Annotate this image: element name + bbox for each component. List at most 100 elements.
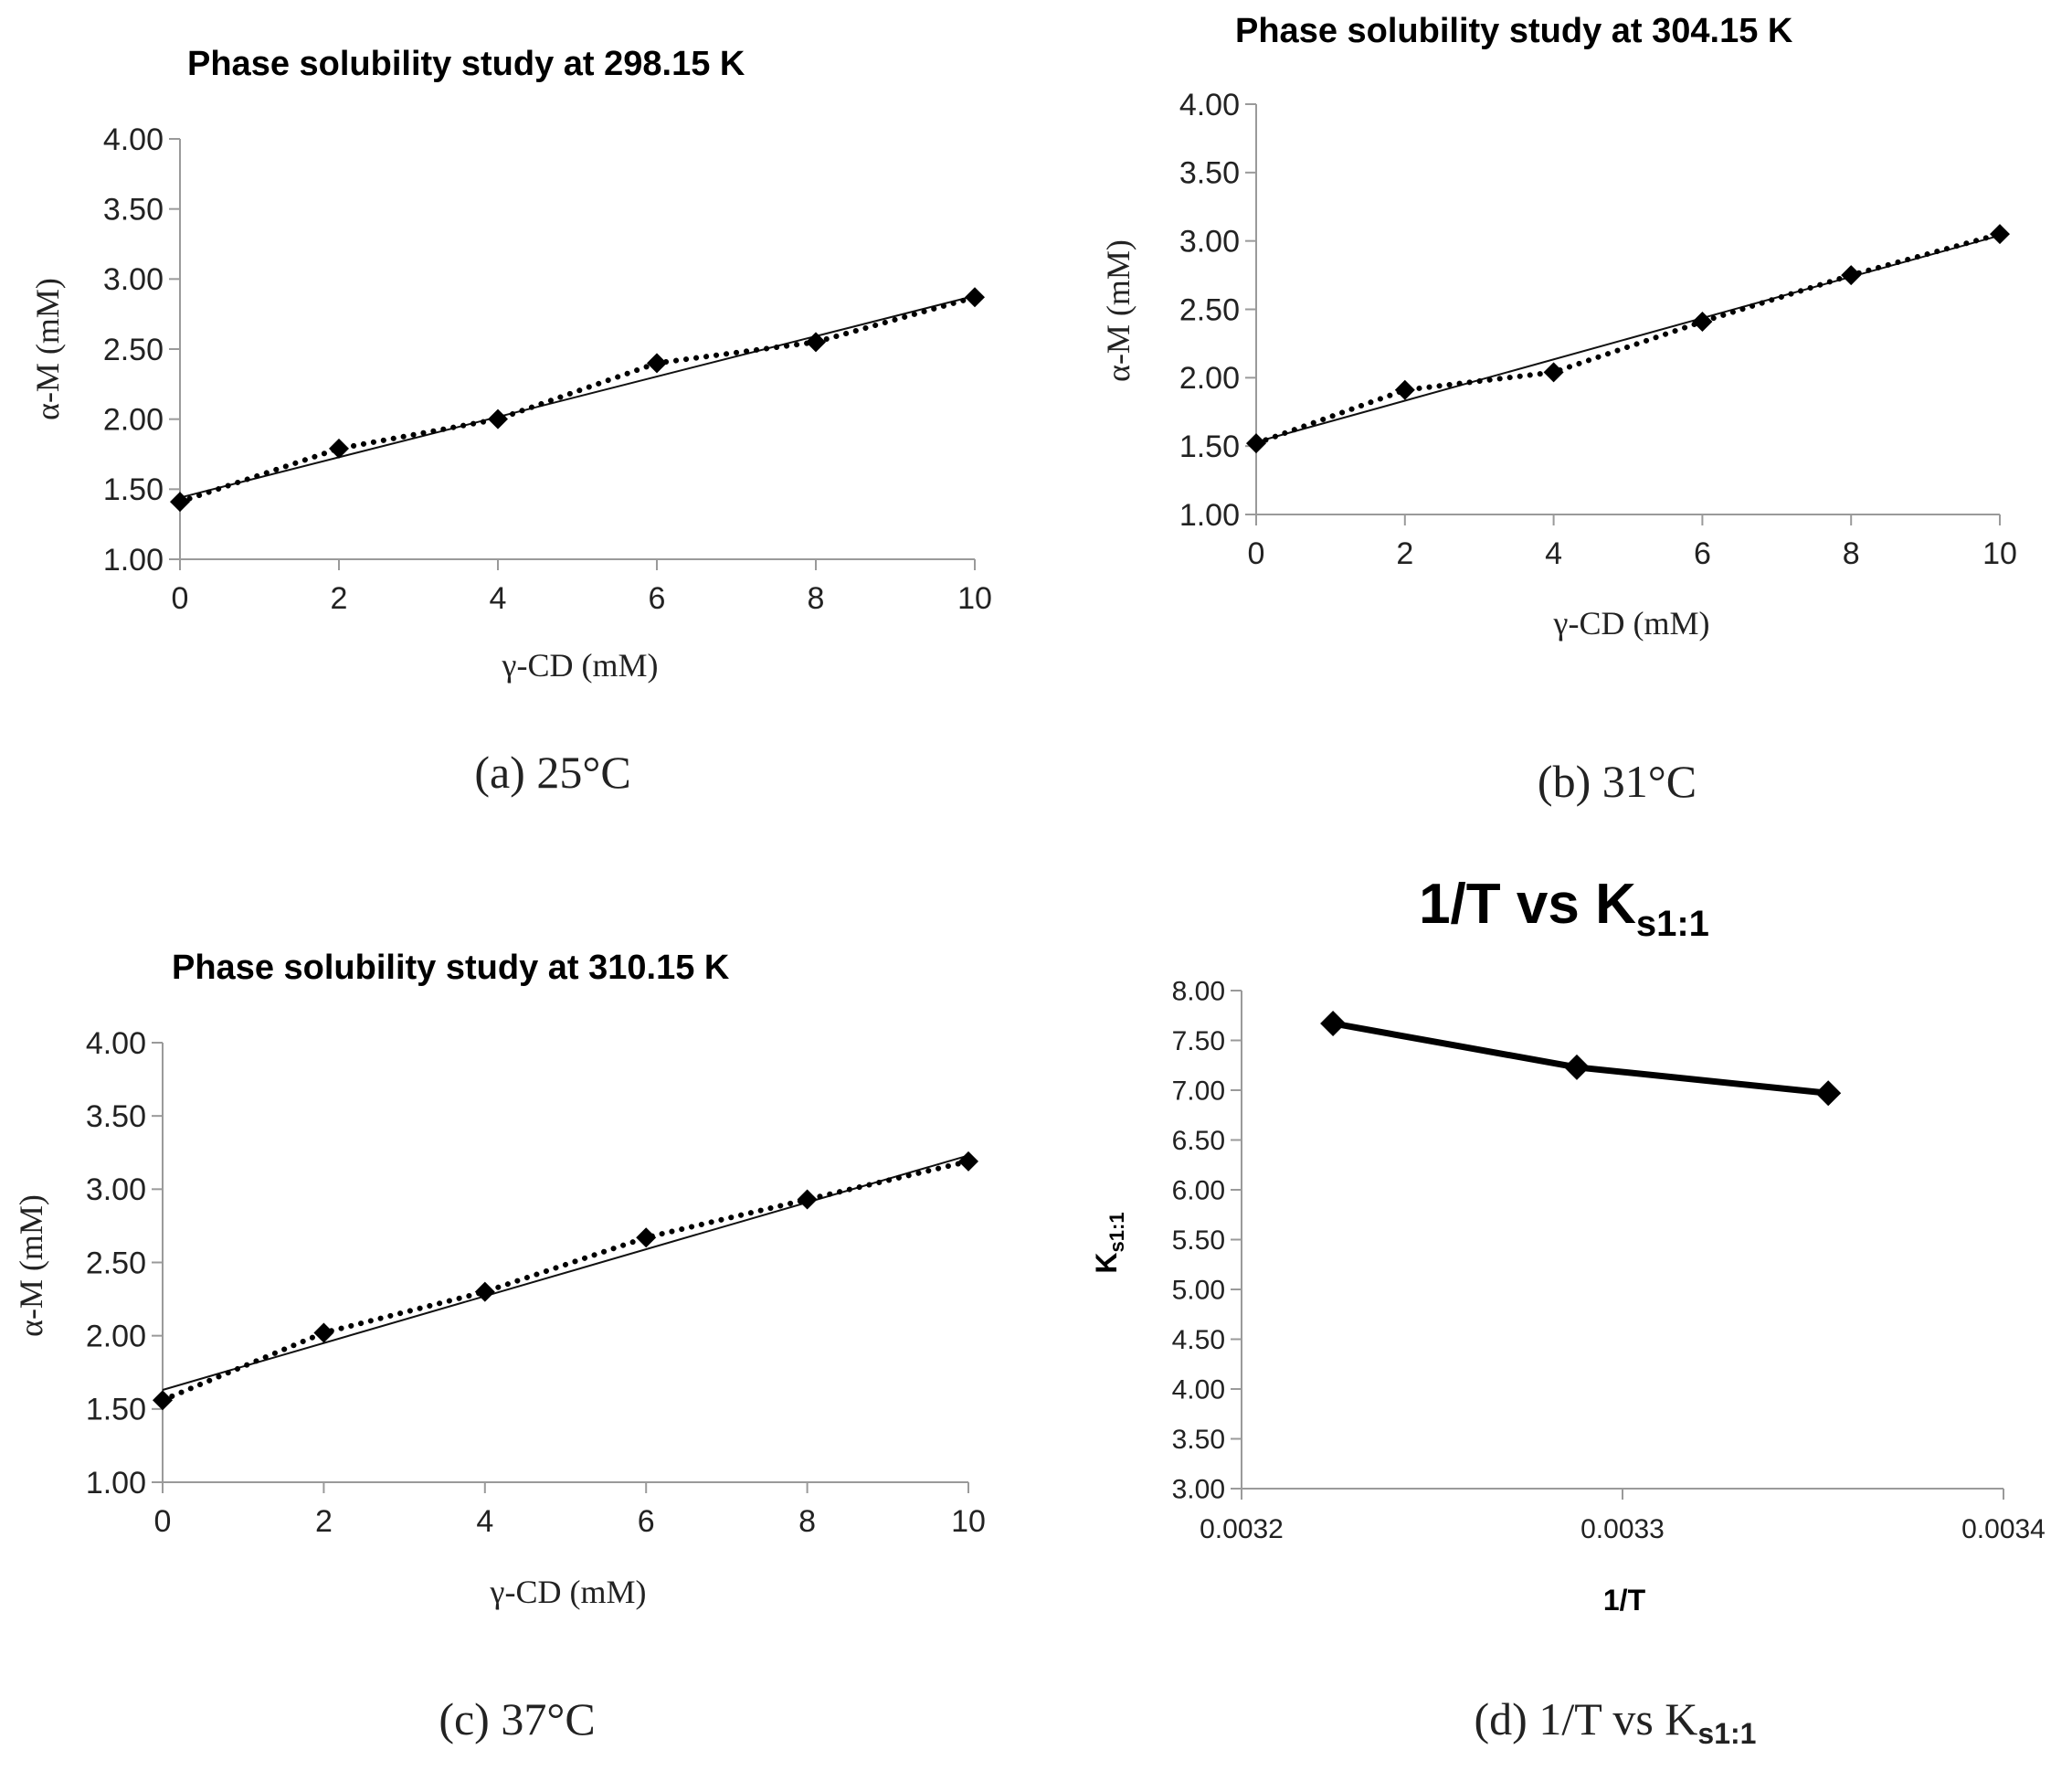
trendline bbox=[1255, 234, 2001, 443]
x-tick-label: 8 bbox=[1843, 536, 1860, 571]
y-tick-label: 1.00 bbox=[103, 543, 164, 578]
panel-d-chart: 1/T vs Ks1:1 3.003.504.004.505.005.506.0… bbox=[1090, 873, 2046, 1750]
data-point-marker bbox=[636, 1227, 657, 1248]
data-point-marker bbox=[965, 287, 985, 308]
data-point-marker bbox=[170, 492, 190, 513]
y-tick-label: 1.50 bbox=[86, 1393, 146, 1427]
x-tick-label: 0 bbox=[1248, 536, 1265, 571]
panel-c-title: Phase solubility study at 310.15 K bbox=[172, 949, 730, 987]
x-tick-label: 10 bbox=[957, 581, 992, 616]
data-series-line bbox=[177, 294, 978, 505]
data-point-marker bbox=[1990, 224, 2010, 245]
y-tick-label: 4.50 bbox=[1172, 1325, 1225, 1355]
x-tick-label: 4 bbox=[476, 1504, 493, 1539]
y-tick-label: 7.00 bbox=[1172, 1076, 1225, 1107]
panel-a-title: Phase solubility study at 298.15 K bbox=[187, 45, 745, 83]
data-point-marker bbox=[488, 408, 508, 429]
x-tick-label: 2 bbox=[315, 1504, 333, 1539]
y-tick-label: 6.50 bbox=[1172, 1126, 1225, 1156]
panel-b-chart: Phase solubility study at 304.15 K 1.00 1… bbox=[1100, 12, 2017, 807]
panel-d-title: 1/T vs Ks1:1 bbox=[1419, 873, 1709, 944]
panel-b-xlabel: γ-CD (mM) bbox=[1553, 605, 1710, 642]
panel-d-title-main: 1/T vs K bbox=[1419, 873, 1636, 936]
panel-b-caption: (b) 31°C bbox=[1538, 756, 1697, 807]
data-series-line bbox=[160, 1158, 971, 1404]
panel-c-chart: Phase solubility study at 310.15 K 1.00 1… bbox=[13, 949, 986, 1744]
data-point-marker bbox=[1394, 379, 1415, 400]
y-tick-label: 8.00 bbox=[1172, 977, 1225, 1007]
panel-a-chart: Phase solubility study at 298.15 K 1.00 1… bbox=[29, 45, 992, 798]
data-point-marker bbox=[474, 1281, 495, 1302]
x-tick-label: 4 bbox=[1545, 536, 1562, 571]
panel-d-caption: (d) 1/T vs Ks1:1 bbox=[1475, 1693, 1757, 1750]
x-tick-label: 6 bbox=[638, 1504, 655, 1539]
y-tick-label: 3.50 bbox=[86, 1099, 146, 1134]
y-tick-label: 1.50 bbox=[1179, 429, 1240, 464]
data-series-line bbox=[1253, 231, 2003, 447]
data-point-marker bbox=[806, 332, 826, 353]
panel-a-ylabel: α-M (mM) bbox=[29, 278, 66, 420]
panel-c-ylabel: α-M (mM) bbox=[13, 1194, 49, 1337]
x-tick-label: 0.0033 bbox=[1580, 1514, 1665, 1544]
data-point-marker bbox=[153, 1390, 173, 1411]
y-tick-label: 3.50 bbox=[1179, 156, 1240, 191]
panel-d-caption-main: (d) 1/T vs K bbox=[1475, 1693, 1698, 1744]
data-point-marker bbox=[1692, 311, 1713, 332]
y-tick-label: 2.50 bbox=[86, 1246, 146, 1280]
y-tick-label: 7.50 bbox=[1172, 1026, 1225, 1056]
panel-a-xlabel: γ-CD (mM) bbox=[502, 647, 659, 684]
y-tick-label: 1.50 bbox=[103, 472, 164, 507]
data-point-marker bbox=[958, 1151, 978, 1172]
panel-d-ylabel: Ks1:1 bbox=[1090, 1212, 1128, 1273]
y-tick-label: 2.50 bbox=[103, 333, 164, 367]
x-tick-label: 8 bbox=[808, 581, 825, 616]
y-tick-label: 2.50 bbox=[1179, 292, 1240, 327]
x-tick-label: 0.0034 bbox=[1961, 1514, 2046, 1544]
y-tick-label: 3.00 bbox=[103, 262, 164, 297]
data-point-marker bbox=[1841, 265, 1862, 286]
x-tick-label: 0 bbox=[154, 1504, 172, 1539]
panel-d-ylabel-main: K bbox=[1090, 1252, 1123, 1273]
data-point-marker bbox=[329, 438, 349, 459]
panel-a-caption: (a) 25°C bbox=[474, 747, 630, 798]
y-tick-label: 4.00 bbox=[1179, 88, 1240, 122]
y-tick-label: 4.00 bbox=[1172, 1375, 1225, 1405]
trendline bbox=[162, 1154, 969, 1391]
y-tick-label: 2.00 bbox=[86, 1320, 146, 1354]
x-tick-label: 4 bbox=[490, 581, 507, 616]
y-tick-label: 2.00 bbox=[1179, 361, 1240, 396]
x-tick-label: 0 bbox=[172, 581, 189, 616]
x-tick-label: 2 bbox=[331, 581, 348, 616]
data-point-marker bbox=[1815, 1080, 1842, 1107]
panel-b-title: Phase solubility study at 304.15 K bbox=[1235, 12, 1793, 50]
y-tick-label: 3.00 bbox=[1179, 225, 1240, 260]
panel-c-xlabel: γ-CD (mM) bbox=[490, 1574, 647, 1610]
data-point-marker bbox=[1563, 1054, 1590, 1080]
y-tick-label: 3.00 bbox=[86, 1172, 146, 1207]
x-tick-label: 8 bbox=[798, 1504, 816, 1539]
panel-d-caption-sub: s1:1 bbox=[1697, 1717, 1756, 1750]
y-tick-label: 5.50 bbox=[1172, 1225, 1225, 1256]
data-point-marker bbox=[1543, 362, 1564, 383]
x-tick-label: 0.0032 bbox=[1200, 1514, 1284, 1544]
x-tick-label: 2 bbox=[1396, 536, 1413, 571]
y-tick-label: 3.50 bbox=[103, 193, 164, 228]
panel-c-caption: (c) 37°C bbox=[439, 1693, 595, 1744]
y-tick-label: 3.50 bbox=[1172, 1425, 1225, 1455]
x-tick-label: 10 bbox=[1982, 536, 2017, 571]
y-tick-label: 4.00 bbox=[86, 1026, 146, 1061]
data-point-marker bbox=[647, 353, 667, 374]
x-tick-label: 10 bbox=[951, 1504, 986, 1539]
x-tick-label: 6 bbox=[1694, 536, 1711, 571]
panel-b-ylabel: α-M (mM) bbox=[1100, 239, 1136, 382]
y-tick-label: 1.00 bbox=[86, 1466, 146, 1501]
y-tick-label: 1.00 bbox=[1179, 498, 1240, 533]
panel-d-ylabel-sub: s1:1 bbox=[1105, 1212, 1128, 1252]
data-point-marker bbox=[1320, 1010, 1347, 1036]
panel-d-title-sub: s1:1 bbox=[1636, 904, 1709, 944]
y-tick-label: 4.00 bbox=[103, 122, 164, 157]
panel-d-xlabel: 1/T bbox=[1603, 1584, 1646, 1617]
y-tick-label: 6.00 bbox=[1172, 1176, 1225, 1206]
y-tick-label: 5.00 bbox=[1172, 1276, 1225, 1306]
